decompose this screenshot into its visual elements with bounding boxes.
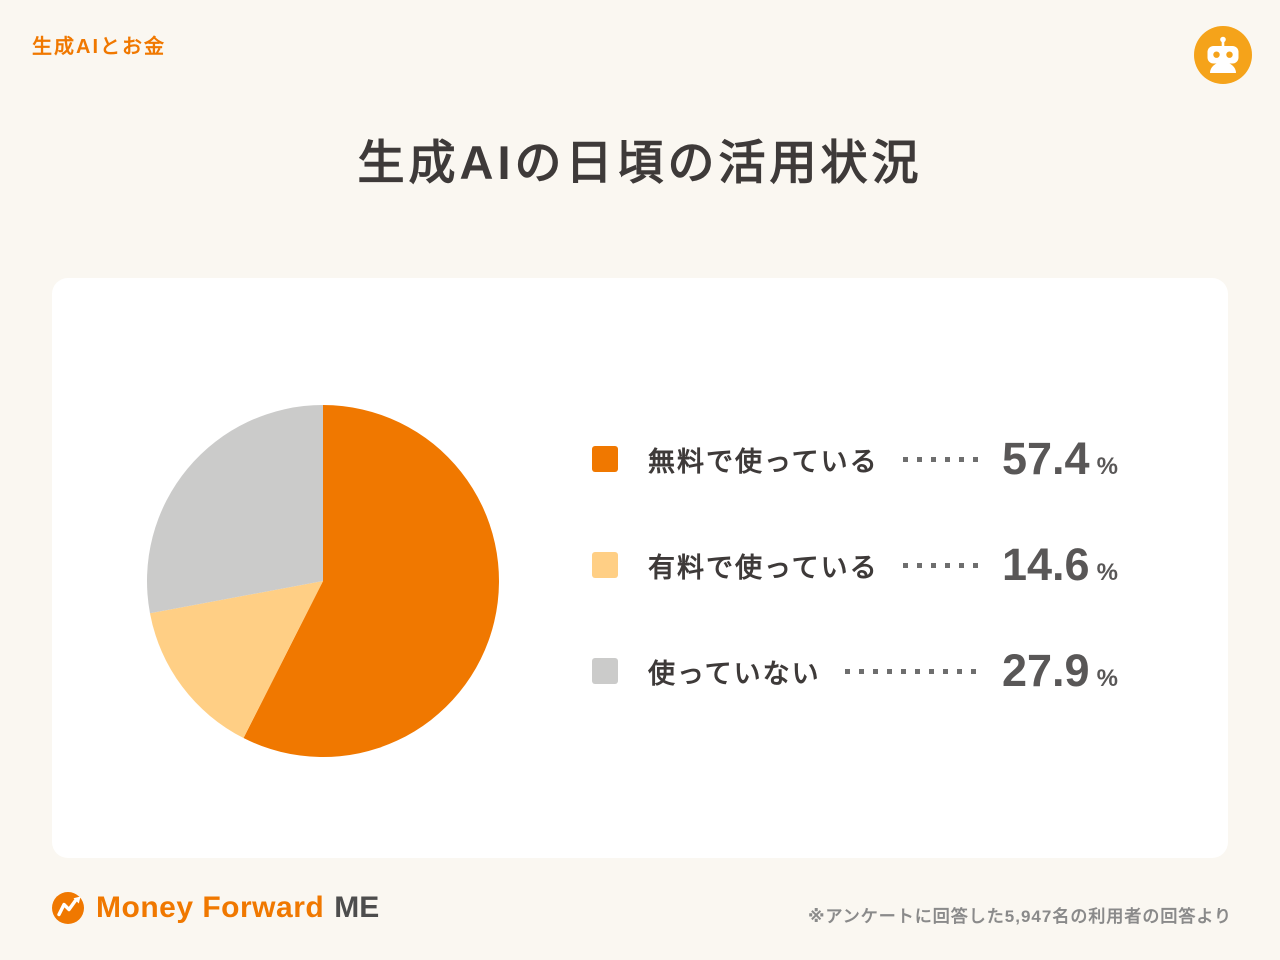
robot-icon (1194, 26, 1252, 84)
money-forward-logo-icon (52, 892, 84, 924)
pie-chart (147, 405, 499, 757)
legend-value: 27.9% (1002, 645, 1118, 696)
money-forward-logo: Money Forward ME (50, 890, 379, 926)
pie-slice (147, 405, 323, 614)
legend-dots (902, 456, 978, 462)
chart-legend: 無料で使っている 57.4% 有料で使っている 14.6% 使っていない 27.9% (592, 430, 1154, 748)
page-title: 生成AIの日頃の活用状況 (357, 136, 923, 189)
legend-swatch (592, 658, 618, 684)
legend-dots (902, 562, 978, 568)
percent-sign: % (1096, 453, 1118, 480)
legend-label: 無料で使っている (648, 446, 879, 477)
legend-value: 14.6% (1002, 539, 1118, 590)
legend-swatch (592, 552, 618, 578)
pie-slice (149, 581, 323, 739)
legend-swatch (592, 446, 618, 472)
legend-value: 57.4% (1002, 433, 1118, 484)
logo-brand-text: Money Forward (96, 891, 325, 924)
series-tag: 生成AIとお金 (32, 36, 166, 58)
legend-label: 使っていない (648, 658, 821, 689)
legend-row: 有料で使っている 14.6% (592, 536, 1154, 594)
legend-dots (844, 668, 978, 674)
legend-label: 有料で使っている (648, 552, 879, 583)
percent-sign: % (1096, 665, 1118, 692)
pie-slice (243, 405, 499, 757)
percent-sign: % (1096, 559, 1118, 586)
survey-note: ※アンケートに回答した5,947名の利用者の回答より (807, 907, 1232, 926)
legend-row: 使っていない 27.9% (592, 642, 1154, 700)
legend-row: 無料で使っている 57.4% (592, 430, 1154, 488)
logo-suffix-text: ME (334, 891, 380, 924)
chart-card: 無料で使っている 57.4% 有料で使っている 14.6% 使っていない 27.9% (52, 278, 1228, 858)
